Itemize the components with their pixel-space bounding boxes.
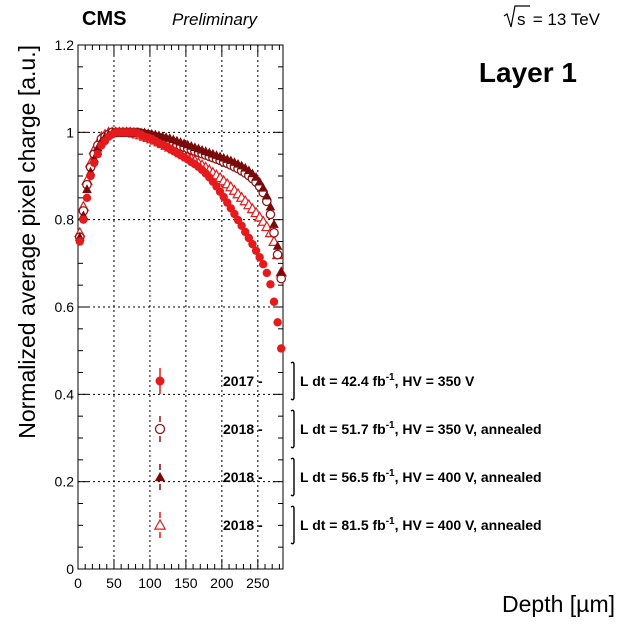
legend-label-year: 2018 - bbox=[223, 517, 263, 533]
legend-marker bbox=[155, 376, 165, 386]
legend-label-lumi: L dt = 81.5 fb-1, HV = 400 V, annealed bbox=[300, 516, 542, 533]
data-markers bbox=[73, 126, 288, 353]
legend-label-exponent: -1 bbox=[386, 372, 395, 383]
experiment-label: CMS bbox=[82, 8, 126, 30]
y-tick-label: 1.2 bbox=[55, 37, 75, 53]
legend-label-hv: , HV = 350 V bbox=[395, 373, 475, 389]
data-point bbox=[79, 215, 88, 224]
gridlines bbox=[78, 45, 283, 569]
y-axis-title: Normalized average pixel charge [a.u.] bbox=[14, 45, 40, 439]
energy-label: s = 13 TeV bbox=[503, 5, 601, 29]
legend-marker bbox=[154, 471, 166, 482]
axis-ticks bbox=[77, 44, 283, 570]
integral-sign-icon bbox=[290, 457, 295, 497]
data-point bbox=[230, 209, 239, 219]
data-point bbox=[89, 158, 99, 168]
legend-label-exponent: -1 bbox=[386, 420, 395, 431]
data-point bbox=[269, 297, 279, 306]
data-point bbox=[255, 253, 264, 262]
data-point bbox=[93, 149, 102, 159]
data-point bbox=[265, 209, 276, 220]
data-point bbox=[251, 246, 261, 255]
x-axis-title: Depth [µm] bbox=[502, 591, 615, 617]
data-point bbox=[269, 219, 279, 228]
legend-label-year: 2018 - bbox=[223, 421, 263, 437]
legend-label-year: 2018 - bbox=[223, 469, 263, 485]
x-tick-label: 100 bbox=[138, 575, 162, 591]
data-point bbox=[254, 176, 265, 186]
data-point bbox=[241, 227, 250, 237]
legend-entry-2: 2018 - L dt = 51.7 fb-1, HV = 350 V, ann… bbox=[154, 409, 542, 449]
plot-title: Layer 1 bbox=[479, 57, 577, 88]
x-tick-labels: 0 50 100 150 200 250 bbox=[74, 575, 270, 591]
data-point bbox=[259, 260, 268, 269]
data-point bbox=[276, 267, 287, 276]
y-tick-labels: 0 0.2 0.4 0.6 0.8 1 1.2 bbox=[55, 37, 75, 577]
data-point bbox=[248, 239, 257, 249]
data-point bbox=[277, 344, 286, 353]
data-point bbox=[237, 221, 246, 230]
x-tick-label: 250 bbox=[246, 575, 270, 591]
y-tick-label: 0.2 bbox=[55, 474, 75, 490]
y-tick-label: 0.6 bbox=[55, 299, 75, 315]
y-tick-label: 1 bbox=[66, 124, 74, 140]
data-point bbox=[244, 233, 254, 243]
data-point bbox=[260, 220, 273, 232]
legend-label-lumi: L dt = 51.7 fb-1, HV = 350 V, annealed bbox=[300, 420, 542, 437]
data-point bbox=[258, 182, 269, 192]
integral-sign-icon bbox=[290, 361, 295, 401]
series-1-markers bbox=[75, 128, 286, 353]
data-point bbox=[251, 172, 261, 181]
legend-label-year: 2017 - bbox=[223, 373, 263, 389]
y-tick-label: 0 bbox=[66, 561, 74, 577]
legend-label-lumi: L dt = 42.4 fb-1, HV = 350 V bbox=[300, 372, 475, 389]
sqrt-sign-icon bbox=[503, 5, 530, 28]
data-point bbox=[266, 280, 275, 289]
x-tick-label: 150 bbox=[174, 575, 198, 591]
data-point bbox=[265, 201, 276, 211]
legend-entry-4: 2018 - L dt = 81.5 fb-1, HV = 400 V, ann… bbox=[153, 505, 542, 545]
legend-label-lumi: L dt = 56.5 fb-1, HV = 400 V, annealed bbox=[300, 468, 542, 485]
legend-label-hv: , HV = 400 V, annealed bbox=[395, 517, 542, 533]
x-tick-label: 50 bbox=[106, 575, 122, 591]
legend-entry-1: 2017 - L dt = 42.4 fb-1, HV = 350 V bbox=[155, 361, 475, 401]
data-point bbox=[75, 237, 84, 246]
energy-variable: s bbox=[517, 10, 526, 29]
data-point bbox=[261, 190, 272, 200]
legend-marker bbox=[154, 423, 166, 435]
energy-value: = 13 TeV bbox=[528, 10, 601, 29]
x-tick-label: 200 bbox=[210, 575, 234, 591]
legend-label-exponent: -1 bbox=[386, 516, 395, 527]
legend-label-exponent: -1 bbox=[386, 468, 395, 479]
status-label: Preliminary bbox=[172, 10, 259, 29]
legend-label-hv: , HV = 350 V, annealed bbox=[395, 421, 542, 437]
legend: 2017 - L dt = 42.4 fb-1, HV = 350 V 2018 … bbox=[153, 361, 542, 545]
legend-entry-3: 2018 - L dt = 56.5 fb-1, HV = 400 V, ann… bbox=[154, 457, 542, 497]
data-point bbox=[82, 193, 92, 203]
legend-label-hv: , HV = 400 V, annealed bbox=[395, 469, 542, 485]
legend-marker bbox=[153, 518, 167, 530]
data-point bbox=[262, 268, 272, 278]
y-tick-label: 0.4 bbox=[55, 386, 75, 402]
y-tick-label: 0.8 bbox=[55, 212, 75, 228]
data-point bbox=[269, 227, 279, 238]
data-point bbox=[82, 184, 92, 193]
x-tick-label: 0 bbox=[74, 575, 82, 591]
data-point bbox=[272, 249, 283, 260]
data-point bbox=[273, 318, 282, 327]
data-point bbox=[86, 171, 95, 181]
integral-sign-icon bbox=[290, 409, 295, 449]
data-point bbox=[272, 241, 283, 250]
integral-sign-icon bbox=[290, 505, 295, 545]
